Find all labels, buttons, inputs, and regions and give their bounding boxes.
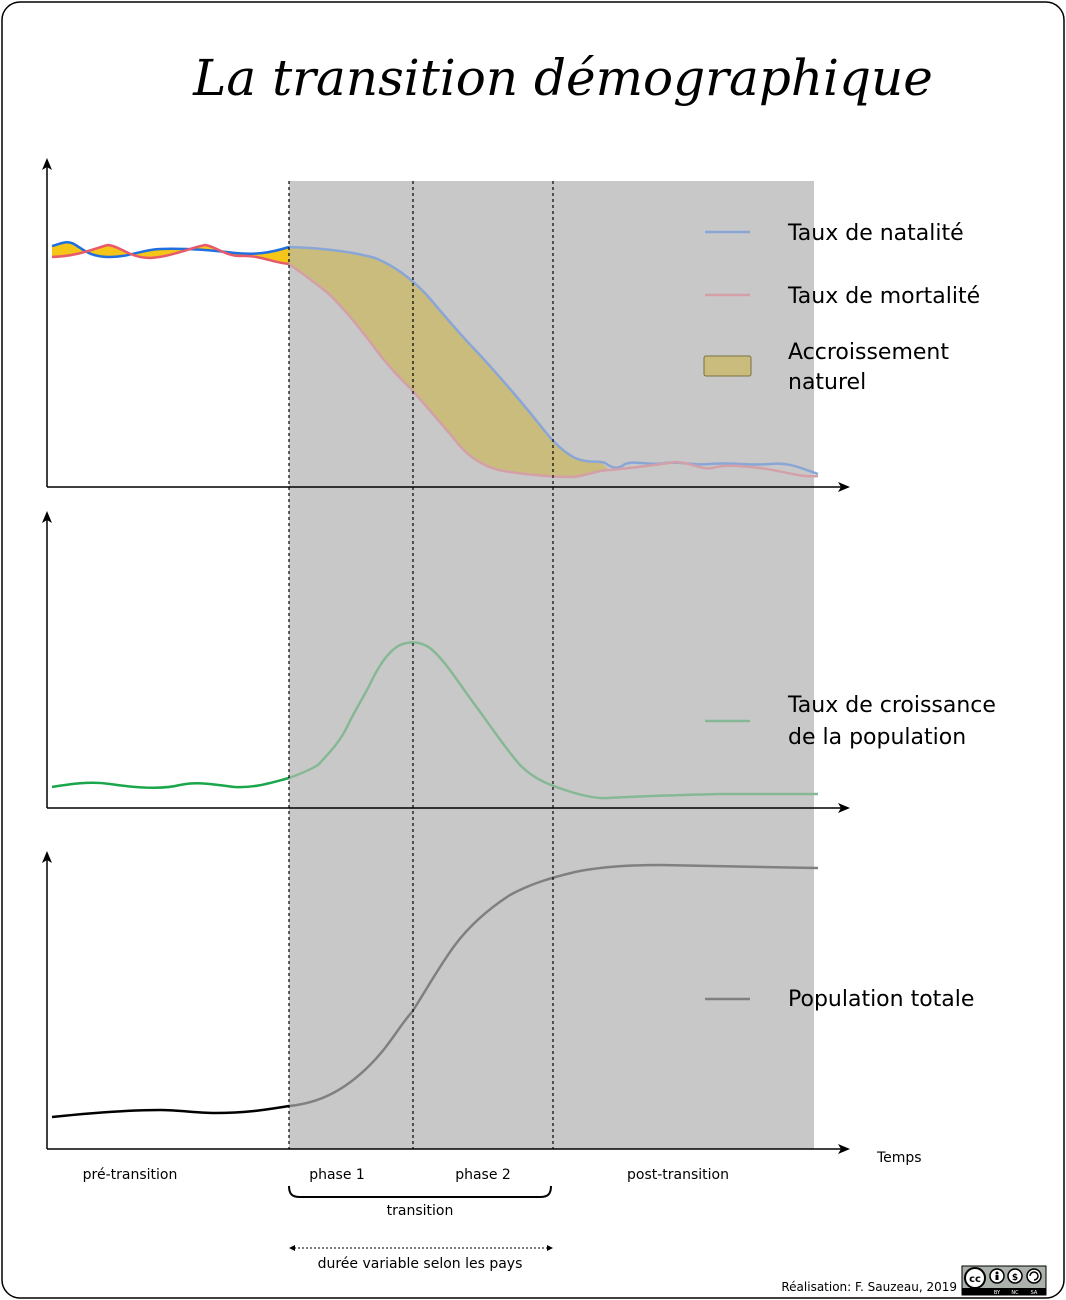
- license-badge: cc $ BY NC SA: [961, 1265, 1047, 1296]
- nc-icon: [1007, 1268, 1023, 1284]
- panel-population: [42, 851, 850, 1154]
- mortalite-line-pre: [51, 243, 290, 266]
- credit-text: Réalisation: F. Sauzeau, 2019: [781, 1280, 957, 1294]
- transition-brace: [288, 1185, 552, 1198]
- phase-label-post: post-transition: [627, 1167, 729, 1183]
- phase-label-1: phase 1: [309, 1167, 365, 1183]
- svg-text:$: $: [1012, 1273, 1018, 1283]
- panel-growth: [42, 511, 850, 813]
- sa-icon: [1026, 1268, 1042, 1284]
- legend-accroissement-label-1: Accroissement: [788, 340, 949, 365]
- svg-text:NC: NC: [1011, 1290, 1019, 1296]
- svg-text:cc: cc: [969, 1274, 981, 1285]
- svg-text:BY: BY: [994, 1290, 1001, 1296]
- panel-rates: [42, 158, 850, 492]
- legend-croissance-label-1: Taux de croissance: [787, 693, 996, 718]
- accroissement-area: [289, 247, 610, 477]
- page-title: La transition démographique: [192, 49, 933, 107]
- croissance-line: [288, 641, 818, 800]
- population-line-pre: [51, 1104, 290, 1119]
- transition-label: transition: [387, 1203, 454, 1219]
- population-line: [288, 863, 819, 1108]
- natalite-line: [288, 245, 819, 476]
- legend-mortalite-label: Taux de mortalité: [787, 284, 980, 309]
- phase-label-2: phase 2: [455, 1167, 511, 1183]
- legend-natalite-label: Taux de natalité: [787, 221, 964, 246]
- legend: Taux de natalité Taux de mortalité Accro…: [703, 221, 996, 1012]
- natalite-line-pre: [51, 241, 290, 259]
- mortalite-line: [288, 262, 819, 479]
- legend-accroissement-swatch: [703, 355, 752, 377]
- accroissement-area-pre: [52, 242, 289, 264]
- cc-icon: [964, 1267, 986, 1289]
- duration-label: durée variable selon les pays: [318, 1256, 523, 1272]
- phase-label-pre: pré-transition: [83, 1167, 178, 1183]
- legend-croissance-label-2: de la population: [788, 725, 966, 750]
- croissance-line-pre: [51, 776, 290, 789]
- svg-text:SA: SA: [1031, 1290, 1038, 1296]
- legend-population-label: Population totale: [788, 987, 974, 1012]
- legend-accroissement-label-2: naturel: [788, 370, 866, 395]
- x-axis-label: Temps: [876, 1150, 922, 1166]
